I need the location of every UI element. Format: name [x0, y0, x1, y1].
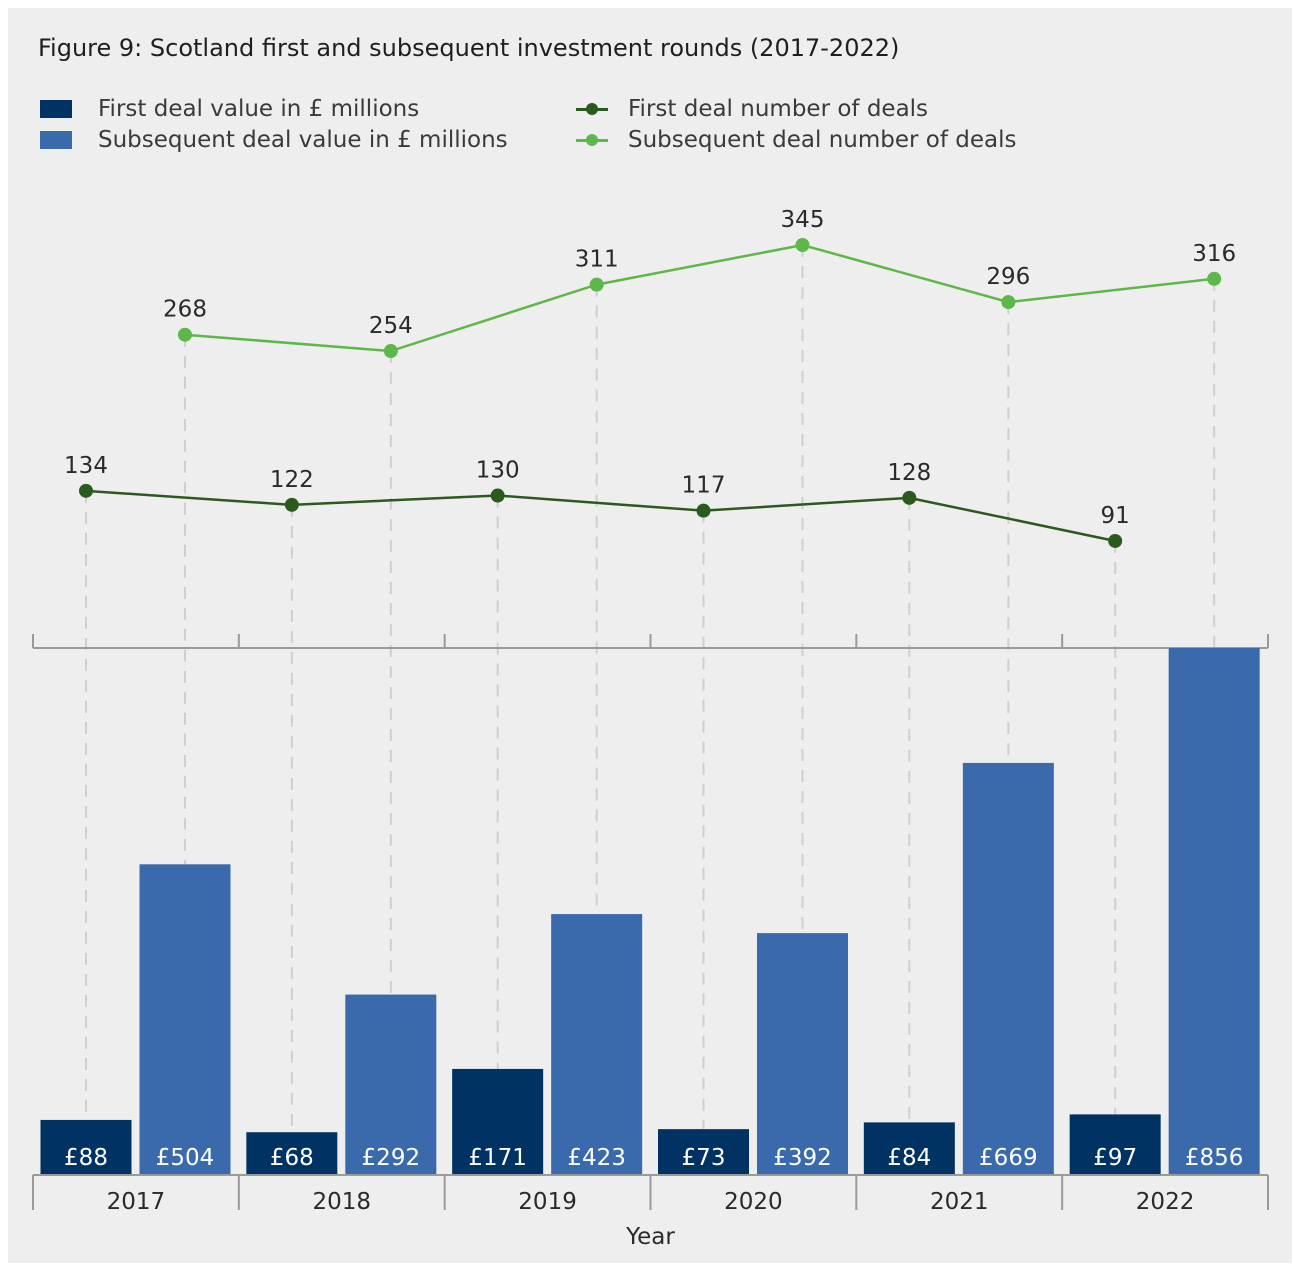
data-label-first-deals: 134 [64, 453, 108, 479]
data-label-subsequent-deals: 311 [575, 247, 619, 273]
point-subsequent-deals-2019 [589, 277, 604, 292]
line-first-deals [85, 489, 1116, 543]
legend-item-subsequent-deals: Subsequent deal number of deals [576, 127, 1016, 153]
bar-first-value-2020 [658, 1129, 749, 1174]
x-tick-label: 2022 [1136, 1189, 1195, 1215]
x-axis-title: Year [625, 1224, 675, 1250]
point-subsequent-deals-2020 [795, 238, 810, 252]
bar-first-value-2018 [246, 1132, 338, 1174]
point-subsequent-deals-2022 [1207, 271, 1222, 286]
point-first-deals-2017 [79, 483, 93, 498]
bar-subsequent-value-2018 [345, 994, 437, 1174]
legend-swatch-first-value [40, 100, 72, 118]
data-label-first-deals: 128 [887, 460, 931, 486]
legend-item-first-value: First deal value in £ millions [40, 96, 419, 122]
legend-marker-subsequent-deals [576, 131, 608, 149]
legend-marker-first-deals [576, 100, 608, 118]
bar-label-subsequent-value: £423 [567, 1145, 626, 1171]
data-label-subsequent-deals: 268 [163, 297, 207, 323]
bar-first-value-2017 [40, 1119, 132, 1174]
legend-label-first-deals: First deal number of deals [628, 96, 929, 122]
legend-label-subsequent-deals: Subsequent deal number of deals [628, 127, 1017, 153]
bar-first-value-2021 [863, 1122, 955, 1174]
bar-first-value-2022 [1069, 1114, 1161, 1174]
x-tick-label: 2019 [518, 1189, 577, 1215]
bar-label-subsequent-value: £392 [773, 1145, 832, 1171]
line-subsequent-deals [184, 243, 1215, 353]
data-label-first-deals: 91 [1101, 503, 1130, 529]
legend-label-first-value: First deal value in £ millions [98, 96, 420, 122]
point-first-deals-2019 [490, 488, 505, 503]
bar-label-subsequent-value: £856 [1185, 1145, 1244, 1171]
point-first-deals-2020 [696, 503, 711, 518]
bar-subsequent-value-2020 [757, 933, 848, 1174]
data-label-subsequent-deals: 254 [369, 313, 413, 339]
bar-label-first-value: £171 [468, 1145, 527, 1171]
point-subsequent-deals-2018 [383, 344, 398, 359]
bar-label-subsequent-value: £292 [362, 1145, 421, 1171]
data-label-subsequent-deals: 296 [986, 264, 1030, 290]
bar-label-first-value: £88 [64, 1145, 108, 1171]
legend-swatch-subsequent-value [40, 131, 72, 149]
x-tick-label: 2018 [312, 1189, 371, 1215]
legend-item-subsequent-value: Subsequent deal value in £ millions [40, 127, 508, 153]
data-label-first-deals: 117 [682, 473, 726, 499]
bar-subsequent-value-2021 [962, 762, 1054, 1174]
bar-subsequent-value-2017 [139, 864, 231, 1174]
bar-subsequent-value-2022 [1168, 648, 1260, 1174]
bar-subsequent-value-2019 [551, 914, 643, 1174]
data-label-subsequent-deals: 345 [781, 207, 825, 233]
point-subsequent-deals-2021 [1001, 295, 1016, 310]
bar-label-first-value: £97 [1093, 1145, 1137, 1171]
bar-label-first-value: £73 [682, 1145, 726, 1171]
bar-first-value-2019 [452, 1068, 544, 1174]
chart-title: Figure 9: Scotland first and subsequent … [38, 34, 900, 62]
bar-label-subsequent-value: £504 [156, 1145, 215, 1171]
data-label-first-deals: 130 [476, 458, 520, 484]
point-first-deals-2021 [902, 490, 917, 505]
bar-label-subsequent-value: £669 [979, 1145, 1038, 1171]
point-first-deals-2018 [284, 497, 299, 512]
point-subsequent-deals-2017 [178, 327, 192, 342]
bar-label-first-value: £84 [887, 1145, 931, 1171]
data-label-subsequent-deals: 316 [1192, 241, 1236, 267]
point-first-deals-2022 [1108, 533, 1123, 548]
bar-label-first-value: £68 [270, 1145, 314, 1171]
x-tick-label: 2021 [930, 1189, 989, 1215]
legend-label-subsequent-value: Subsequent deal value in £ millions [98, 127, 508, 153]
x-tick-label: 2020 [724, 1189, 783, 1215]
legend-item-first-deals: First deal number of deals [576, 96, 928, 122]
x-tick-label: 2017 [107, 1189, 166, 1215]
data-label-first-deals: 122 [270, 467, 314, 493]
